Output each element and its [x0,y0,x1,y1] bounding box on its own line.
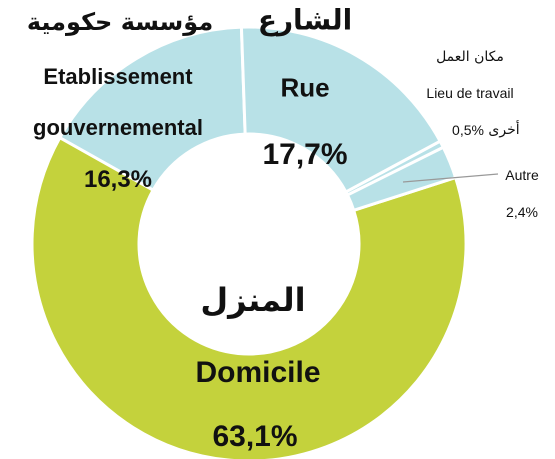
category-label: Domicile [195,356,321,389]
slice [239,25,443,194]
category-label: Etablissement gouvernemental [33,64,203,140]
slice [30,135,468,459]
arabic-label: مكان العمل [436,49,504,65]
value-label: 16,3% [83,166,153,193]
arabic-label: المنزل [200,281,306,319]
arabic-label: الشارع [257,3,353,37]
category-label: Rue [280,72,330,103]
value-label: 17,7% [262,138,348,171]
slice [57,25,247,193]
arabic-label: مؤسسة حكومية [26,8,214,36]
arabic-label: أخرى [488,122,520,138]
category-label: Lieu de travail [426,85,514,101]
value-label: 0,5% [452,122,484,138]
value-label: 63,1% [212,420,298,453]
category-label: Autre [505,167,539,183]
leader-line [402,173,499,183]
value-label: 2,4% [506,204,538,220]
